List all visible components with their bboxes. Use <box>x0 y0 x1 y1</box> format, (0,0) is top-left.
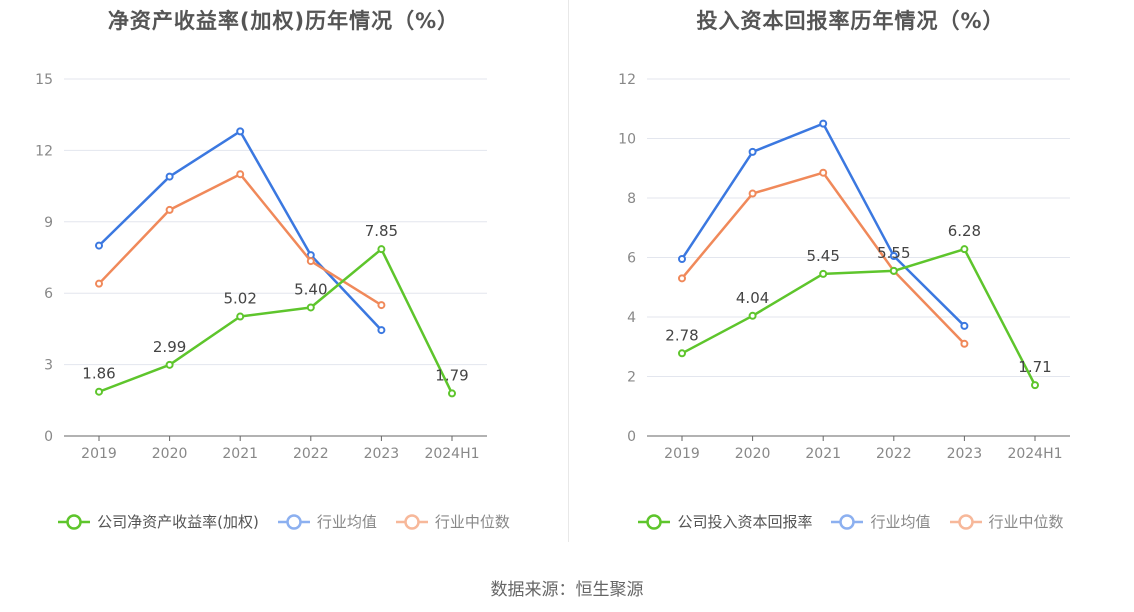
data-point <box>236 170 245 179</box>
legend-label: 行业中位数 <box>434 513 510 531</box>
legend-item[interactable]: 行业均值 <box>277 511 377 532</box>
data-point <box>819 168 828 177</box>
x-tick-label: 2023 <box>364 446 400 462</box>
series-line <box>680 122 966 327</box>
data-point <box>236 127 245 136</box>
data-point <box>960 245 969 254</box>
x-tick-label: 2019 <box>81 446 117 462</box>
data-label: 5.45 <box>806 247 839 265</box>
legend-item[interactable]: 行业中位数 <box>949 511 1064 532</box>
data-point <box>960 339 969 348</box>
data-label: 2.99 <box>153 338 186 356</box>
data-label: 1.86 <box>82 365 115 383</box>
data-point <box>306 303 315 312</box>
data-point <box>95 279 103 288</box>
data-label: 6.28 <box>948 222 981 240</box>
roic-chart-title: 投入资本回报率历年情况（%） <box>696 9 1005 33</box>
data-point <box>165 172 174 181</box>
legend-label: 行业均值 <box>870 513 931 531</box>
data-label: 5.40 <box>294 280 327 298</box>
data-label: 4.04 <box>736 289 769 307</box>
x-tick-label: 2021 <box>222 446 258 462</box>
y-tick-label: 12 <box>618 72 636 88</box>
series-line <box>681 247 1037 386</box>
data-point <box>377 326 386 335</box>
x-tick-label: 2023 <box>947 446 983 462</box>
y-tick-label: 2 <box>627 370 636 386</box>
data-source-footer: 数据来源：恒生聚源 <box>490 580 644 600</box>
data-point <box>678 274 686 283</box>
x-tick-label: 2020 <box>735 446 771 462</box>
roe-chart-panel: 净资产收益率(加权)历年情况（%） 0 3 6 9 12 15 2019 2020 2021 20… <box>0 0 567 545</box>
x-tick-label: 2022 <box>876 446 912 462</box>
data-point <box>377 245 386 254</box>
data-point <box>377 301 386 310</box>
data-label: 2.78 <box>665 326 698 344</box>
data-point <box>889 252 898 261</box>
legend-marker-icon <box>58 513 91 530</box>
data-point <box>748 189 757 198</box>
roe-chart-legend: 公司净资产收益率(加权) 行业均值 行业中位数 <box>0 511 567 532</box>
x-tick-label: 2020 <box>152 446 188 462</box>
y-tick-label: 9 <box>44 215 53 231</box>
legend-marker-icon <box>395 513 428 530</box>
data-point <box>236 312 245 321</box>
y-tick-label: 3 <box>44 358 53 374</box>
legend-label: 行业均值 <box>316 513 377 531</box>
roic-chart-panel: 投入资本回报率历年情况（%） 0 2 4 6 8 10 12 2019 2020 2021 2022… <box>567 0 1134 545</box>
legend-marker-icon <box>949 513 982 530</box>
data-point <box>748 311 757 320</box>
y-tick-label: 4 <box>627 310 636 326</box>
data-point <box>448 389 456 398</box>
roic-chart-plot: 0 2 4 6 8 10 12 2019 2020 2021 2022 2023 2024H1 2.78 4… <box>618 72 1070 462</box>
x-tick-label: 2022 <box>293 446 329 462</box>
data-point <box>748 147 757 156</box>
data-point <box>960 321 969 330</box>
legend-item[interactable]: 行业中位数 <box>395 511 510 532</box>
data-point <box>165 205 174 214</box>
legend-marker-icon <box>638 513 671 530</box>
data-point <box>678 254 686 263</box>
data-point <box>95 387 103 396</box>
data-label: 1.71 <box>1018 358 1051 376</box>
data-point <box>306 257 315 266</box>
panel-divider <box>568 0 569 542</box>
legend-item[interactable]: 公司净资产收益率(加权) <box>57 511 259 532</box>
y-tick-label: 12 <box>35 143 53 159</box>
data-point <box>95 241 103 250</box>
y-tick-label: 0 <box>627 429 636 445</box>
data-point <box>819 119 828 128</box>
data-label: 5.02 <box>223 290 256 308</box>
y-tick-label: 0 <box>44 429 53 445</box>
data-point <box>889 266 898 275</box>
data-label: 1.79 <box>435 366 468 384</box>
legend-label: 行业中位数 <box>988 513 1064 531</box>
legend-marker-icon <box>831 513 864 530</box>
series-line <box>98 247 454 394</box>
data-point <box>1031 381 1039 390</box>
x-tick-label: 2019 <box>664 446 700 462</box>
legend-item[interactable]: 公司投入资本回报率 <box>637 511 812 532</box>
data-point <box>678 349 686 358</box>
data-point <box>165 360 174 369</box>
y-tick-label: 15 <box>35 72 53 88</box>
data-label: 7.85 <box>365 222 398 240</box>
x-tick-label: 2024H1 <box>1007 446 1062 462</box>
y-tick-label: 6 <box>627 251 636 267</box>
y-tick-label: 10 <box>618 132 636 148</box>
roic-chart-legend: 公司投入资本回报率 行业均值 行业中位数 <box>567 511 1134 532</box>
y-tick-label: 8 <box>627 191 636 207</box>
y-tick-label: 6 <box>44 286 53 302</box>
legend-item[interactable]: 行业均值 <box>830 511 931 532</box>
data-point <box>819 269 828 278</box>
roe-chart-title: 净资产收益率(加权)历年情况（%） <box>107 9 460 33</box>
x-tick-label: 2024H1 <box>424 446 479 462</box>
x-tick-label: 2021 <box>805 446 841 462</box>
legend-marker-icon <box>277 513 310 530</box>
data-label: 5.55 <box>877 244 910 262</box>
roe-chart-plot: 0 3 6 9 12 15 2019 2020 2021 2022 2023 2024H1 1.86 2.… <box>35 72 487 462</box>
legend-label: 公司净资产收益率(加权) <box>97 513 259 531</box>
legend-label: 公司投入资本回报率 <box>677 513 813 531</box>
